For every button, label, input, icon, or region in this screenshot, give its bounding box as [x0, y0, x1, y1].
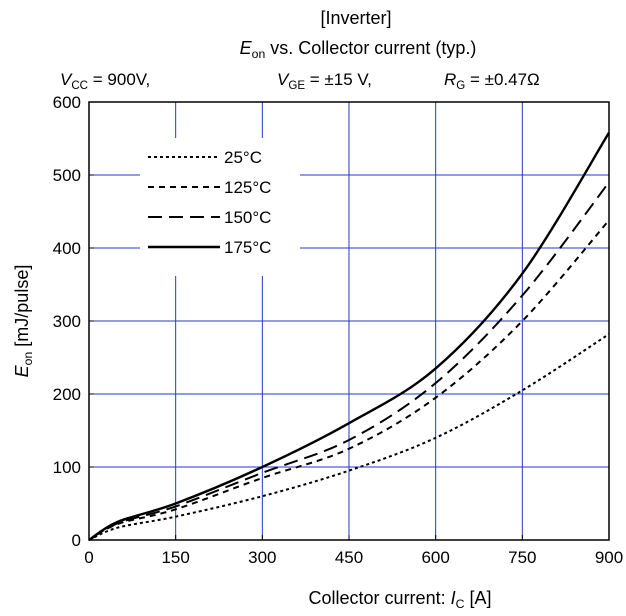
y-tick-label: 0 [72, 531, 81, 550]
series-line-1 [88, 333, 610, 541]
condition-3: RG = ±0.47Ω [444, 70, 540, 92]
x-tick-label: 750 [508, 548, 536, 567]
x-axis-label: Collector current: IC [A] [309, 588, 492, 611]
legend-label-4: 175°C [224, 238, 271, 257]
y-tick-label: 400 [53, 239, 81, 258]
y-axis-label: Eon [mJ/pulse] [12, 265, 35, 378]
condition-2: VGE = ±15 V, [277, 70, 372, 92]
y-axis-label-group: Eon [mJ/pulse] [12, 265, 35, 378]
series-line-4 [88, 132, 611, 542]
x-tick-label: 900 [595, 548, 623, 567]
x-tick-label: 600 [421, 548, 449, 567]
y-tick-label: 200 [53, 385, 81, 404]
y-tick-label: 300 [53, 312, 81, 331]
legend-label-3: 150°C [224, 208, 271, 227]
chart-title-line2: Eon vs. Collector current (typ.) [240, 38, 477, 61]
y-tick-label: 100 [53, 458, 81, 477]
legend-label-2: 125°C [224, 178, 271, 197]
series-line-3 [88, 181, 610, 541]
x-tick-label: 0 [84, 548, 93, 567]
y-tick-label: 500 [53, 166, 81, 185]
legend-box [140, 138, 300, 276]
chart-title-line1: [Inverter] [320, 8, 391, 28]
series-line-2 [88, 219, 610, 541]
legend-label-1: 25°C [224, 148, 262, 167]
condition-1: VCC = 900V, [60, 70, 150, 92]
x-tick-label: 300 [248, 548, 276, 567]
x-tick-label: 450 [335, 548, 363, 567]
y-tick-label: 600 [53, 93, 81, 112]
x-tick-label: 150 [161, 548, 189, 567]
